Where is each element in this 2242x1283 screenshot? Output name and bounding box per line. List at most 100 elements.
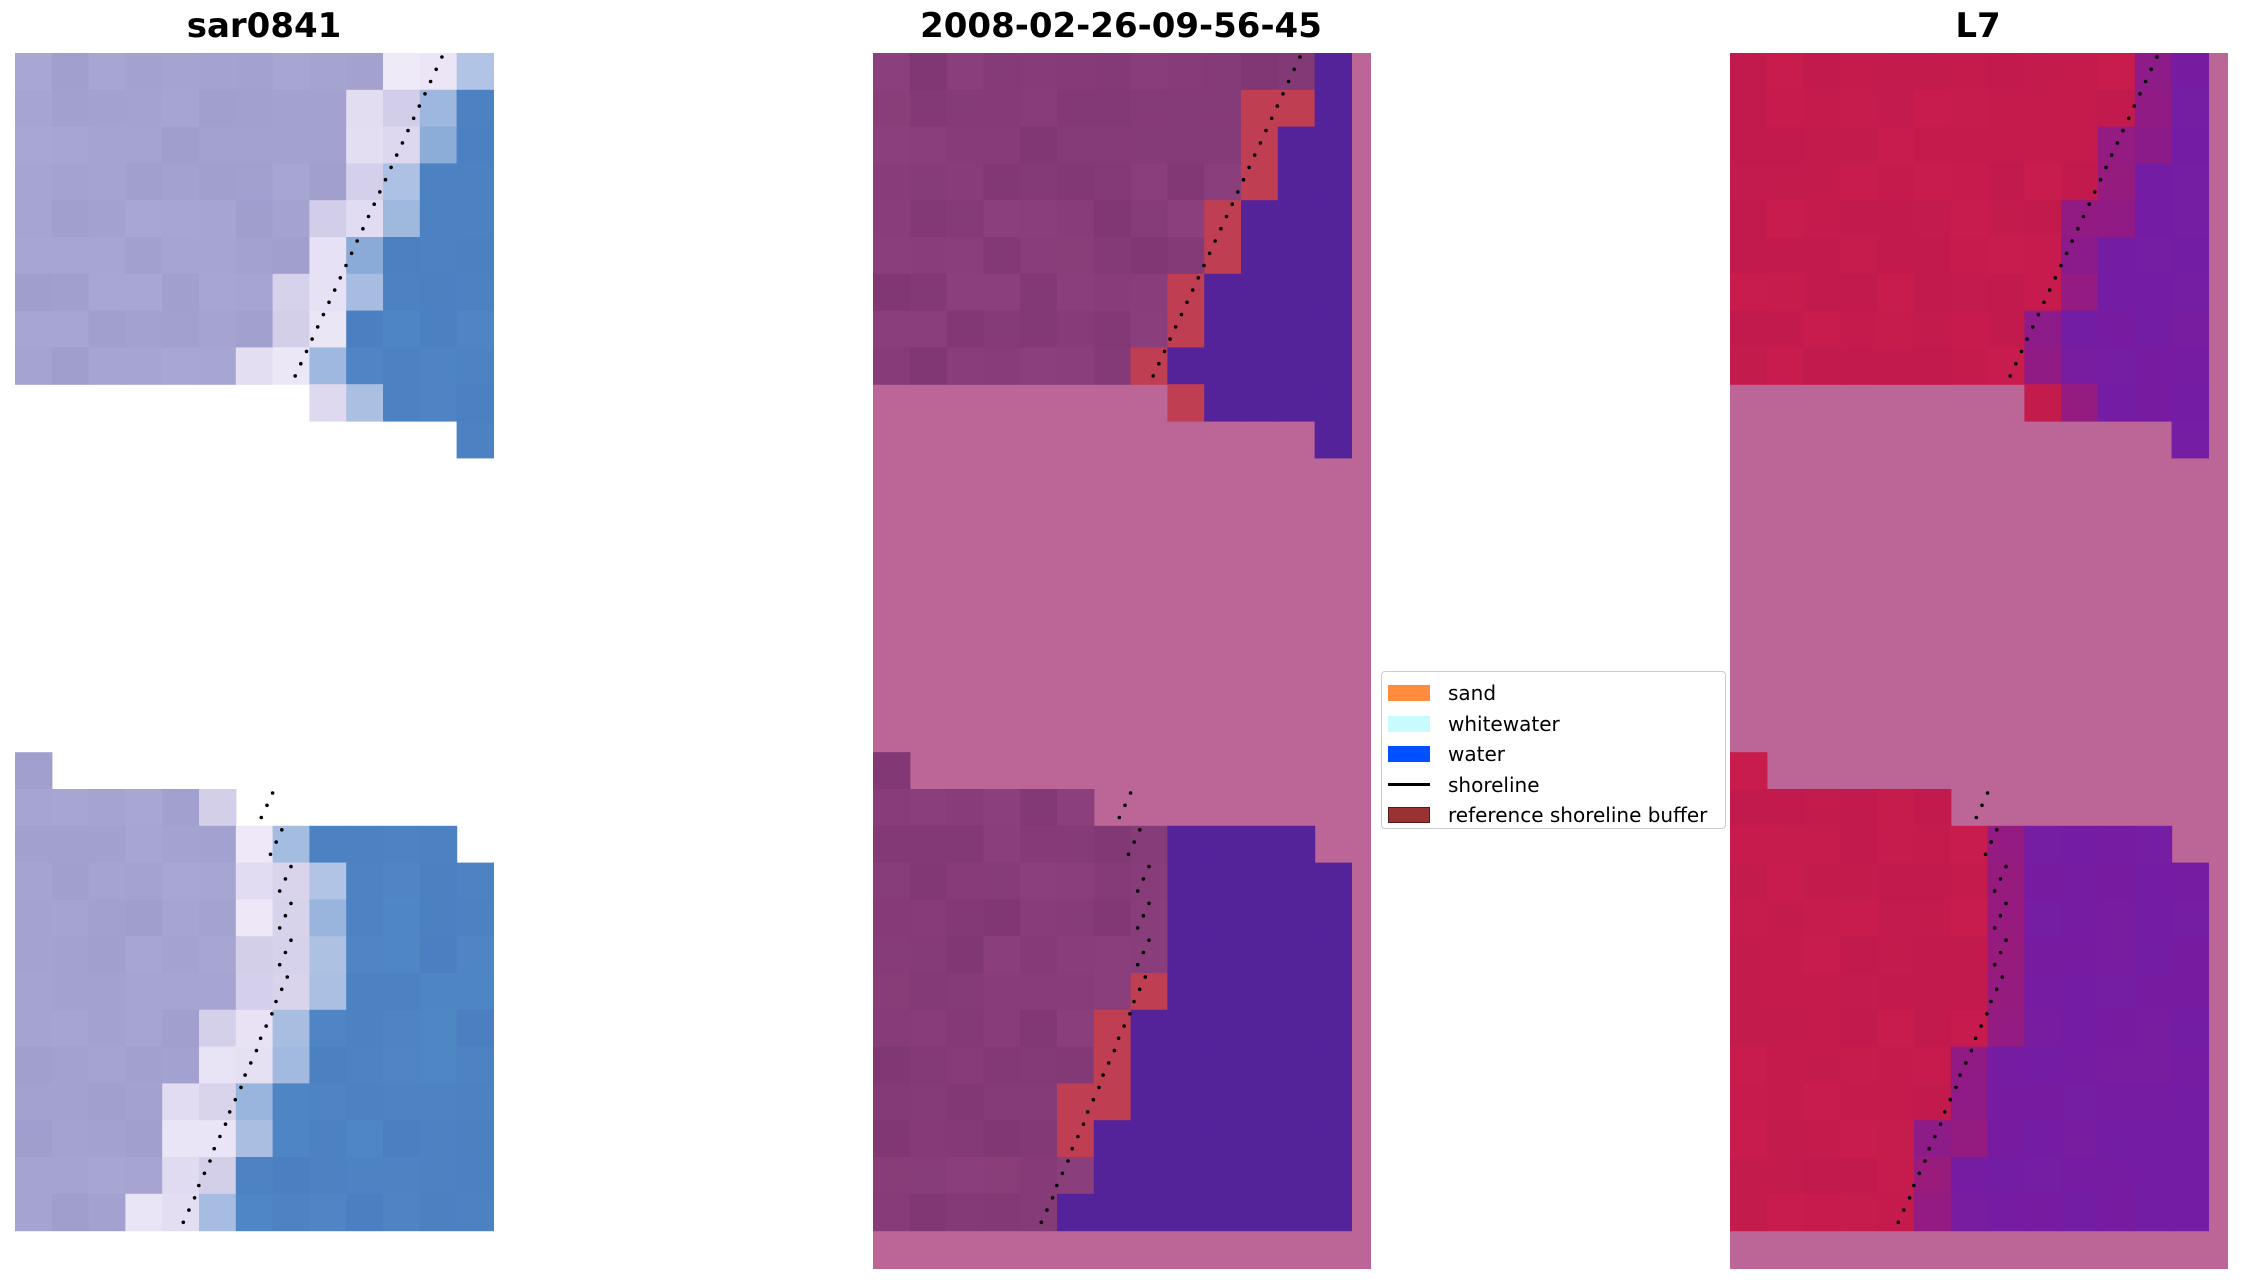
- shoreline-line-swatch: [1388, 783, 1430, 787]
- class-pixel: [1204, 126, 1242, 164]
- class-pixel: [946, 200, 984, 238]
- rgb-pixel: [162, 1083, 200, 1121]
- class-pixel: [946, 973, 984, 1011]
- rgb-pixel: [235, 899, 274, 937]
- class-pixel: [873, 200, 911, 238]
- index-pixel: [1877, 1193, 1915, 1232]
- class-pixel: [1241, 1009, 1279, 1048]
- rgb-pixel: [162, 789, 200, 827]
- class-pixel: [1277, 1193, 1316, 1232]
- class-pixel: [1241, 1120, 1279, 1158]
- rgb-pixel: [456, 237, 494, 275]
- rgb-pixel: [15, 53, 53, 91]
- rgb-pixel: [125, 862, 163, 900]
- shoreline-point: [1135, 926, 1140, 930]
- class-pixel: [1020, 273, 1058, 312]
- class-pixel: [1020, 1046, 1058, 1084]
- shoreline-point: [2149, 67, 2153, 72]
- legend-item-shoreline: shoreline: [1388, 770, 1719, 801]
- rgb-pixel: [235, 936, 274, 974]
- rgb-pixel: [346, 973, 384, 1011]
- class-pixel: [946, 89, 984, 128]
- class-pixel: [873, 163, 911, 201]
- panel-title-index: L7: [1955, 6, 2001, 46]
- index-pixel: [1877, 825, 1915, 864]
- shoreline-point: [1252, 153, 1257, 157]
- class-pixel: [1277, 862, 1316, 900]
- index-pixel: [2171, 53, 2209, 91]
- index-pixel: [1730, 973, 1768, 1011]
- index-pixel: [2024, 1120, 2062, 1158]
- rgb-pixel: [309, 126, 347, 164]
- rgb-pixel: [51, 899, 90, 937]
- rgb-pixel: [272, 163, 310, 201]
- class-pixel: [1130, 1120, 1168, 1158]
- class-pixel: [1204, 1193, 1242, 1232]
- class-pixel: [1020, 163, 1058, 201]
- class-pixel: [946, 237, 984, 275]
- class-pixel: [1020, 862, 1058, 900]
- rgb-pixel: [456, 126, 494, 164]
- rgb-pixel: [162, 1120, 200, 1158]
- class-pixel: [1130, 1083, 1168, 1121]
- index-pixel: [2061, 825, 2099, 864]
- shoreline-point: [285, 975, 290, 979]
- index-pixel: [2098, 1083, 2136, 1121]
- rgb-pixel: [125, 1083, 163, 1121]
- class-pixel: [1204, 1120, 1242, 1158]
- rgb-pixel: [15, 126, 53, 164]
- rgb-pixel: [419, 126, 458, 164]
- rgb-pixel: [162, 126, 200, 164]
- rgb-pixel: [309, 237, 347, 275]
- index-pixel: [1877, 200, 1915, 238]
- rgb-pixel: [346, 384, 384, 422]
- shoreline-point: [1923, 1159, 1927, 1163]
- class-pixel: [1314, 1157, 1352, 1195]
- shoreline-point: [1992, 889, 1997, 893]
- rgb-pixel: [383, 89, 421, 128]
- shoreline-point: [289, 864, 293, 869]
- class-pixel: [1093, 1046, 1132, 1084]
- rgb-pixel: [51, 936, 90, 974]
- shoreline-point: [283, 877, 288, 881]
- rgb-pixel: [125, 273, 163, 312]
- rgb-pixel: [346, 237, 384, 275]
- index-pixel: [2171, 899, 2209, 937]
- rgb-pixel: [272, 1009, 310, 1048]
- rgb-pixel: [383, 310, 421, 348]
- shoreline-point: [1292, 67, 1296, 72]
- class-pixel: [983, 899, 1021, 937]
- shoreline-point: [1128, 791, 1133, 795]
- rgb-pixel: [456, 936, 494, 974]
- shoreline-point: [2104, 165, 2108, 170]
- shoreline-point: [383, 177, 388, 182]
- shoreline-point: [223, 1122, 228, 1126]
- shoreline-point: [274, 840, 279, 844]
- class-pixel: [1204, 200, 1242, 238]
- rgb-pixel: [235, 1046, 274, 1084]
- rgb-pixel: [15, 825, 53, 864]
- shoreline-point: [1264, 128, 1268, 133]
- shoreline-point: [254, 1048, 259, 1053]
- shoreline-point: [378, 190, 382, 194]
- rgb-pixel: [456, 973, 494, 1011]
- rgb-pixel: [419, 1083, 458, 1121]
- rgb-pixel: [383, 862, 421, 900]
- panel-title-rgb: sar0841: [186, 6, 342, 46]
- shoreline-point: [2076, 226, 2080, 231]
- class-pixel: [1020, 126, 1058, 164]
- rgb-pixel: [51, 53, 90, 91]
- index-pixel: [1950, 1009, 1989, 1048]
- class-pixel: [1093, 53, 1132, 91]
- index-pixel: [1987, 273, 2025, 312]
- rgb-pixel: [125, 1120, 163, 1158]
- class-pixel: [909, 1083, 948, 1121]
- index-pixel: [1766, 1009, 1805, 1048]
- class-pixel: [1204, 899, 1242, 937]
- shoreline-point: [270, 791, 275, 795]
- rgb-pixel: [51, 1157, 90, 1195]
- index-pixel: [1766, 936, 1805, 974]
- rgb-pixel: [88, 789, 126, 827]
- index-pixel: [1840, 89, 1878, 128]
- rgb-pixel: [125, 89, 163, 128]
